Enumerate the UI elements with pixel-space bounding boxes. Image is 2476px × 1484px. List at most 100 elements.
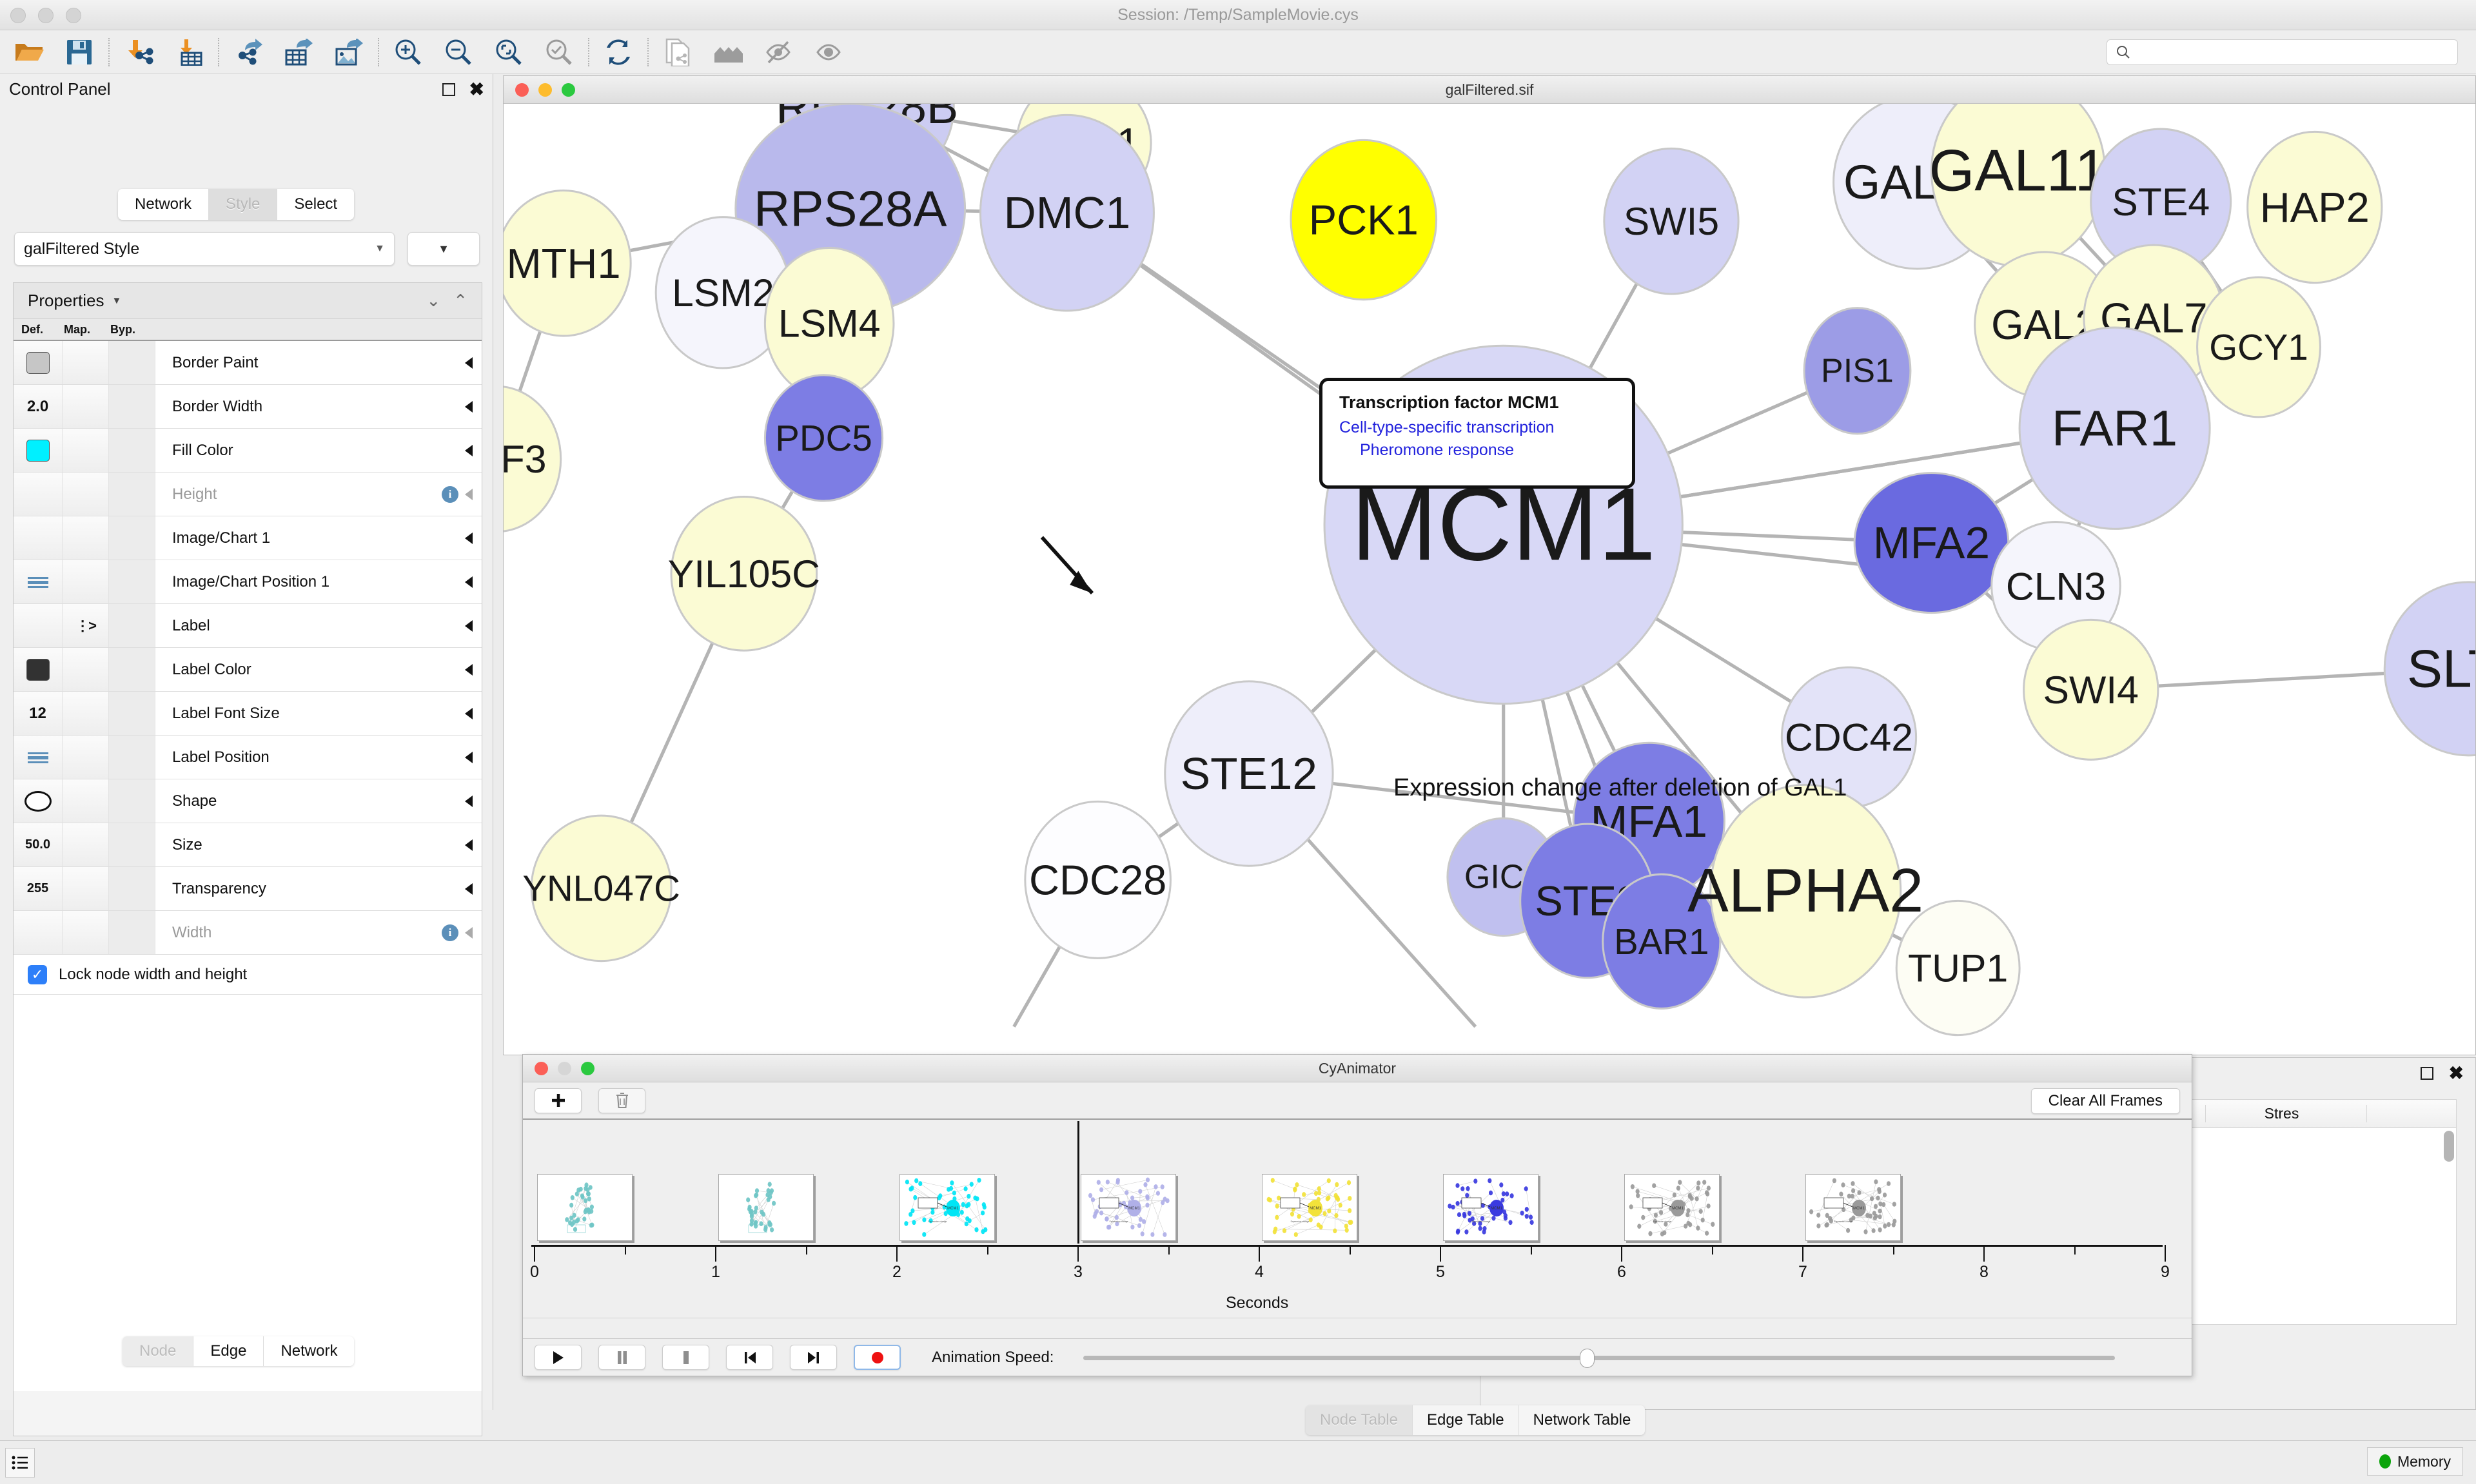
property-default-cell[interactable]: 12 bbox=[14, 692, 63, 735]
slider-thumb[interactable] bbox=[1580, 1349, 1595, 1368]
clear-all-frames-button[interactable]: Clear All Frames bbox=[2030, 1088, 2180, 1114]
chevron-double-up-icon[interactable]: ⌃ bbox=[453, 291, 467, 310]
maximize-button[interactable] bbox=[562, 83, 575, 97]
expand-arrow-icon[interactable] bbox=[465, 532, 473, 544]
tab-network-table[interactable]: Network Table bbox=[1518, 1405, 1646, 1435]
property-default-cell[interactable]: 50.0 bbox=[14, 823, 63, 866]
tab-style[interactable]: Style bbox=[209, 189, 278, 220]
animation-speed-slider[interactable] bbox=[1083, 1345, 2116, 1370]
scrollbar-thumb[interactable] bbox=[2444, 1131, 2454, 1162]
tab-select[interactable]: Select bbox=[277, 189, 355, 220]
tab-edge-table[interactable]: Edge Table bbox=[1412, 1405, 1519, 1435]
property-default-cell[interactable]: 2.0 bbox=[14, 385, 63, 428]
zoom-fit-icon[interactable] bbox=[484, 32, 534, 72]
property-default-cell[interactable] bbox=[14, 604, 63, 647]
network-node[interactable]: SLT2 bbox=[2383, 581, 2475, 757]
property-default-cell[interactable] bbox=[14, 911, 63, 954]
maximize-button[interactable] bbox=[66, 8, 81, 23]
network-node[interactable]: PIS1 bbox=[1803, 307, 1912, 435]
expand-arrow-icon[interactable] bbox=[465, 576, 473, 588]
cyanimator-timeline[interactable]: MCM1 Expression change MCM1 Expression chan… bbox=[523, 1120, 2192, 1318]
network-node[interactable]: PDC5 bbox=[763, 374, 884, 502]
lock-node-size-row[interactable]: ✓ Lock node width and height bbox=[14, 955, 482, 995]
property-row[interactable]: 255 Transparency bbox=[14, 867, 482, 911]
memory-status-button[interactable]: Memory bbox=[2366, 1447, 2463, 1476]
skip-end-button[interactable] bbox=[790, 1345, 837, 1370]
property-default-cell[interactable] bbox=[14, 736, 63, 779]
add-frame-button[interactable] bbox=[535, 1088, 582, 1113]
property-bypass-cell[interactable] bbox=[109, 604, 155, 647]
network-node[interactable]: GCY1 bbox=[2196, 276, 2321, 418]
network-node[interactable]: SNF3 bbox=[504, 386, 562, 532]
network-node[interactable]: CDC42 bbox=[1780, 666, 1918, 808]
new-network-from-selection-icon[interactable] bbox=[653, 32, 703, 72]
expand-arrow-icon[interactable] bbox=[465, 356, 473, 369]
close-button[interactable] bbox=[515, 83, 529, 97]
import-table-icon[interactable] bbox=[164, 32, 214, 72]
frame-thumbnail[interactable]: MCM1 Expression change bbox=[1081, 1174, 1176, 1241]
property-row[interactable]: 2.0 Border Width bbox=[14, 385, 482, 429]
style-combo-box[interactable]: galFiltered Style ▼ bbox=[14, 232, 395, 266]
play-button[interactable] bbox=[535, 1345, 582, 1370]
network-node[interactable]: LSM2 bbox=[654, 216, 791, 369]
delete-frame-button[interactable] bbox=[598, 1088, 645, 1113]
search-input[interactable] bbox=[2136, 44, 2457, 60]
expand-arrow-icon[interactable] bbox=[465, 663, 473, 676]
expand-arrow-icon[interactable] bbox=[465, 488, 473, 500]
network-canvas[interactable]: RPS28BDCP1RPS28ADMC1PCK1SWI5GAL80GAL11ST… bbox=[504, 104, 2475, 1055]
tab-network-style[interactable]: Network bbox=[264, 1336, 355, 1366]
destroy-network-icon[interactable] bbox=[703, 32, 753, 72]
property-bypass-cell[interactable] bbox=[109, 911, 155, 954]
column-header-stres[interactable]: Stres bbox=[2206, 1105, 2367, 1122]
minimize-button[interactable] bbox=[38, 8, 54, 23]
expand-arrow-icon[interactable] bbox=[465, 839, 473, 851]
network-node[interactable]: TUP1 bbox=[1895, 899, 2021, 1037]
property-mapping-cell[interactable] bbox=[63, 779, 109, 823]
zoom-out-icon[interactable] bbox=[433, 32, 484, 72]
property-row[interactable]: Shape bbox=[14, 779, 482, 823]
list-icon[interactable] bbox=[5, 1447, 35, 1478]
property-default-cell[interactable] bbox=[14, 473, 63, 516]
property-bypass-cell[interactable] bbox=[109, 473, 155, 516]
property-bypass-cell[interactable] bbox=[109, 648, 155, 691]
maximize-icon[interactable] bbox=[2420, 1066, 2433, 1080]
frame-thumbnail[interactable]: MCM1 Expression change bbox=[1262, 1174, 1357, 1241]
minimize-button[interactable] bbox=[558, 1062, 571, 1075]
timeline-playhead[interactable] bbox=[1077, 1121, 1079, 1244]
frame-thumbnail[interactable] bbox=[537, 1174, 633, 1241]
property-default-cell[interactable] bbox=[14, 341, 63, 384]
network-node[interactable]: SWI5 bbox=[1603, 147, 1740, 295]
property-mapping-cell[interactable] bbox=[63, 385, 109, 428]
chevron-double-down-icon[interactable]: ⌄ bbox=[426, 291, 441, 310]
refresh-icon[interactable] bbox=[593, 32, 644, 72]
property-bypass-cell[interactable] bbox=[109, 516, 155, 560]
frame-thumbnail[interactable]: MCM1 Expression change bbox=[1624, 1174, 1720, 1241]
property-row[interactable]: Border Paint bbox=[14, 341, 482, 385]
network-node[interactable]: MTH1 bbox=[504, 190, 632, 337]
expand-arrow-icon[interactable] bbox=[465, 883, 473, 895]
color-swatch[interactable] bbox=[26, 439, 50, 462]
annotation-box[interactable]: Transcription factor MCM1 Cell-type-spec… bbox=[1319, 378, 1635, 489]
property-row[interactable]: 12 Label Font Size bbox=[14, 692, 482, 736]
property-row[interactable]: Height i bbox=[14, 473, 482, 516]
expand-arrow-icon[interactable] bbox=[465, 707, 473, 719]
expand-arrow-icon[interactable] bbox=[465, 400, 473, 413]
position-icon[interactable] bbox=[27, 576, 48, 588]
export-image-icon[interactable] bbox=[324, 32, 374, 72]
expand-arrow-icon[interactable] bbox=[465, 444, 473, 456]
network-node[interactable]: FAR1 bbox=[2018, 326, 2211, 530]
network-node[interactable]: CDC28 bbox=[1024, 800, 1172, 959]
property-default-cell[interactable] bbox=[14, 648, 63, 691]
pause-button[interactable] bbox=[598, 1345, 645, 1370]
record-button[interactable] bbox=[854, 1345, 901, 1370]
tab-node-table[interactable]: Node Table bbox=[1306, 1405, 1413, 1435]
network-node[interactable]: LSM4 bbox=[763, 246, 895, 400]
property-default-cell[interactable] bbox=[14, 516, 63, 560]
property-bypass-cell[interactable] bbox=[109, 823, 155, 866]
network-node[interactable]: ALPHA2 bbox=[1687, 783, 1923, 999]
frame-thumbnail[interactable] bbox=[718, 1174, 814, 1241]
ellipse-shape-icon[interactable] bbox=[24, 790, 52, 812]
expand-arrow-icon[interactable] bbox=[465, 926, 473, 939]
property-default-cell[interactable] bbox=[14, 429, 63, 472]
info-icon[interactable]: i bbox=[442, 924, 458, 941]
